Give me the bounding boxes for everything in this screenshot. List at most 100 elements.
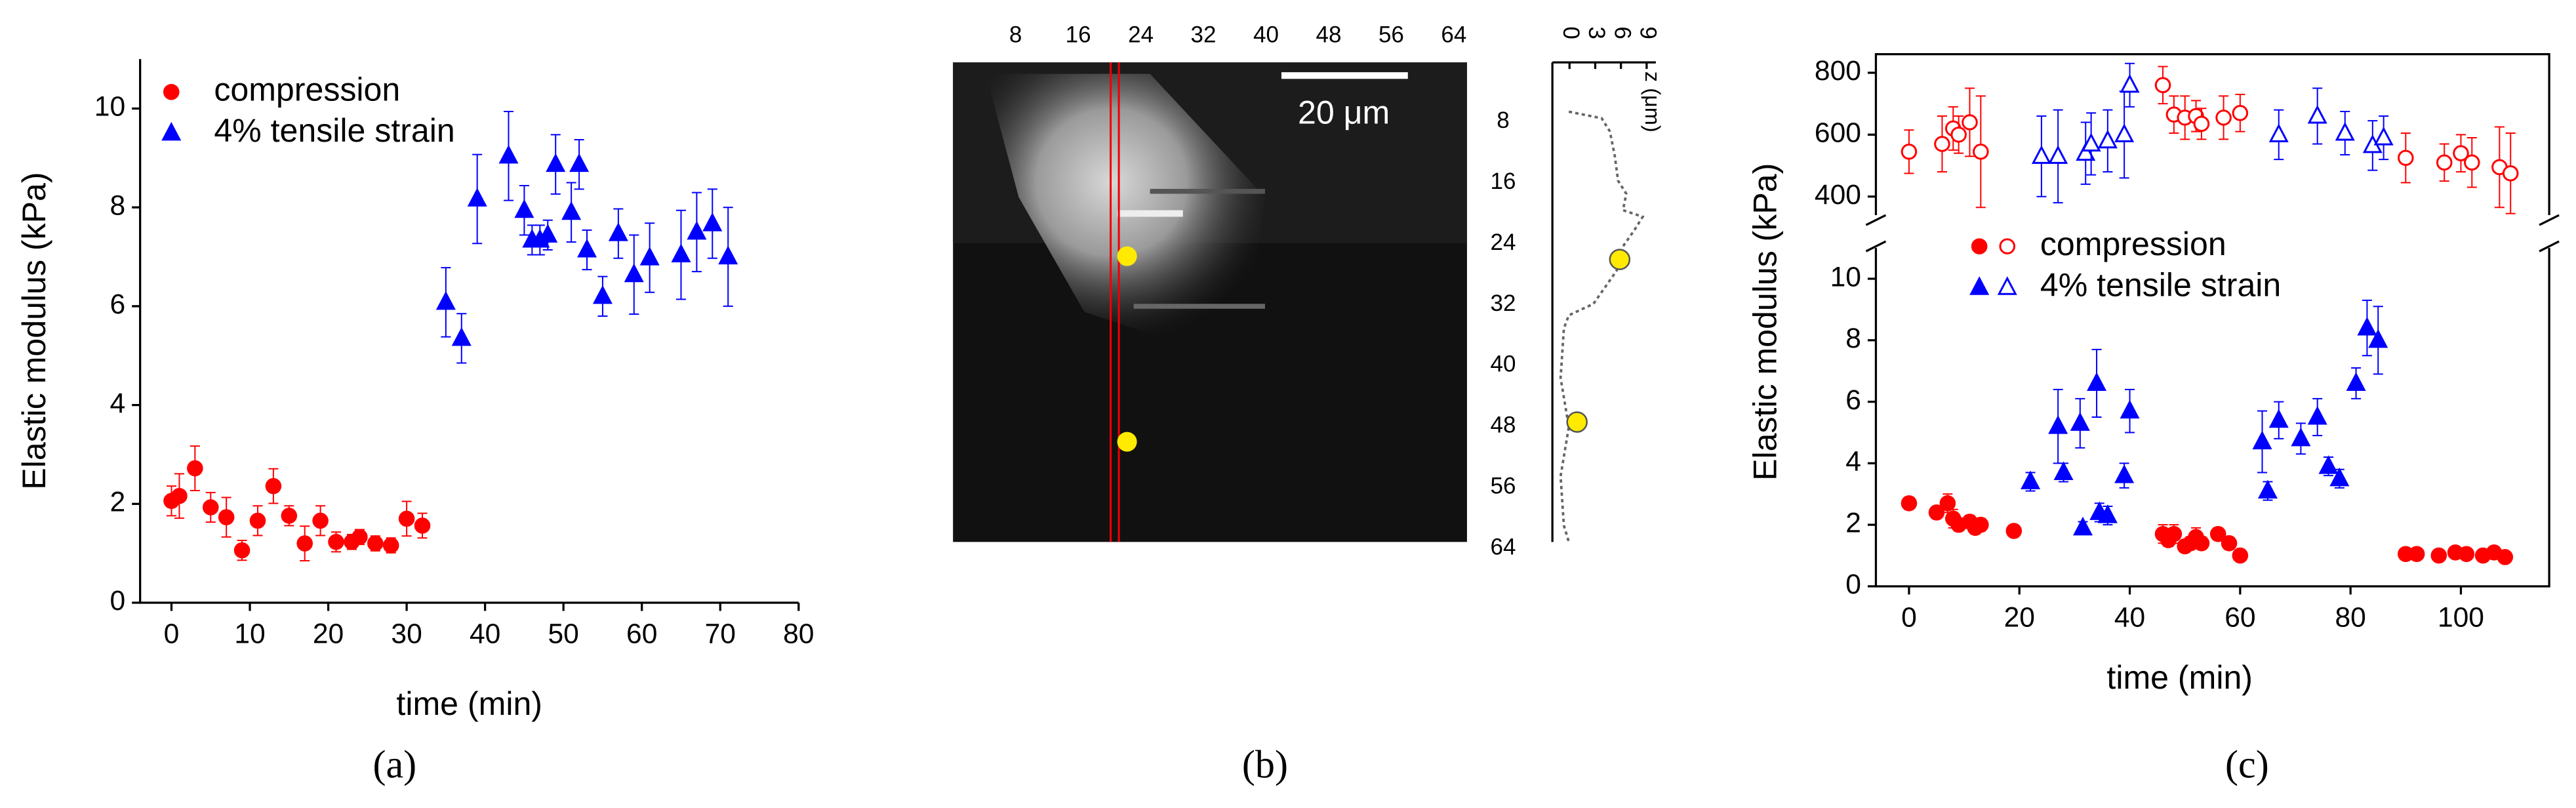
point bbox=[2436, 154, 2453, 171]
legend-label: compression bbox=[214, 71, 400, 108]
point bbox=[367, 535, 384, 552]
point bbox=[2398, 150, 2414, 166]
point bbox=[2087, 372, 2107, 391]
y-tick-label: 2 bbox=[1845, 507, 1861, 538]
point bbox=[624, 263, 644, 283]
x-tick-label: 20 bbox=[2004, 601, 2035, 633]
image-streak bbox=[1117, 210, 1183, 217]
x-tick-label: 56 bbox=[1379, 22, 1404, 47]
point bbox=[2154, 77, 2171, 94]
y-axis-label: Elastic modulus (kPa) bbox=[16, 172, 52, 489]
legend-marker bbox=[163, 83, 180, 100]
point bbox=[592, 285, 613, 304]
caption: (b) bbox=[1242, 742, 1288, 786]
point bbox=[382, 537, 399, 554]
y-tick-label: 10 bbox=[1830, 261, 1861, 293]
point bbox=[398, 510, 415, 527]
y-tick-label: 40 bbox=[1491, 352, 1516, 377]
caption: (c) bbox=[2225, 742, 2269, 786]
x-tick-label: 80 bbox=[2335, 601, 2366, 633]
point bbox=[2193, 535, 2210, 552]
point bbox=[2120, 399, 2140, 419]
point bbox=[435, 291, 456, 310]
point bbox=[2430, 547, 2447, 564]
point bbox=[328, 534, 344, 550]
y-tick-label: 400 bbox=[1815, 179, 1861, 211]
axis-break bbox=[1865, 214, 2560, 253]
y-tick-label: 56 bbox=[1491, 474, 1516, 499]
marker-dot bbox=[1609, 249, 1631, 270]
point bbox=[2021, 470, 2041, 490]
x-axis-label: time (min) bbox=[2106, 659, 2253, 696]
y-tick-label: 8 bbox=[1497, 108, 1510, 133]
point bbox=[312, 512, 329, 529]
z-tick-label: 9 bbox=[1636, 26, 1661, 39]
x-tick-label: 70 bbox=[705, 618, 736, 649]
x-tick-label: 40 bbox=[470, 618, 500, 649]
y-tick-label: 48 bbox=[1491, 413, 1516, 438]
legend-label: 4% tensile strain bbox=[2040, 266, 2281, 303]
point bbox=[702, 212, 723, 232]
point bbox=[2453, 145, 2469, 161]
y-tick-label: 4 bbox=[110, 388, 125, 419]
point bbox=[1962, 114, 1978, 131]
y-tick-label: 8 bbox=[110, 190, 125, 221]
point bbox=[265, 477, 282, 495]
point bbox=[1950, 127, 1967, 143]
y-axis-label: Elastic modulus (kPa) bbox=[1746, 163, 1783, 481]
legend-marker bbox=[1969, 276, 1990, 295]
point bbox=[2257, 479, 2278, 499]
y-tick-label: 32 bbox=[1491, 291, 1516, 316]
image-streak bbox=[1133, 304, 1265, 309]
point bbox=[2268, 123, 2289, 142]
caption: (a) bbox=[372, 742, 416, 786]
point bbox=[1973, 144, 1989, 160]
point bbox=[2357, 317, 2377, 336]
x-tick-label: 100 bbox=[2438, 601, 2484, 633]
y-tick-label: 600 bbox=[1815, 117, 1861, 149]
image-streak bbox=[1150, 188, 1265, 194]
x-tick-label: 10 bbox=[234, 618, 265, 649]
point bbox=[451, 327, 472, 346]
axis-frame bbox=[1874, 53, 2550, 588]
point bbox=[414, 517, 431, 534]
point bbox=[561, 201, 582, 220]
point bbox=[171, 487, 188, 504]
point bbox=[2502, 165, 2519, 182]
y-tick-label: 0 bbox=[1845, 569, 1861, 600]
z-tick-label: 3 bbox=[1584, 26, 1609, 39]
point bbox=[2318, 455, 2339, 474]
point bbox=[2114, 464, 2135, 483]
marker-dot bbox=[1117, 432, 1137, 452]
point bbox=[2005, 523, 2023, 539]
x-tick-label: 0 bbox=[164, 618, 180, 649]
point bbox=[281, 508, 298, 524]
point bbox=[2031, 145, 2051, 164]
legend-marker bbox=[1999, 238, 2016, 254]
point bbox=[671, 243, 691, 263]
y-tick-label: 0 bbox=[110, 585, 125, 616]
point bbox=[546, 153, 566, 172]
point bbox=[1901, 495, 1918, 512]
y-tick-label: 10 bbox=[94, 91, 125, 123]
point bbox=[718, 245, 738, 265]
point bbox=[2048, 145, 2068, 164]
point bbox=[1939, 495, 1956, 512]
point bbox=[2120, 73, 2140, 93]
legend-marker bbox=[161, 121, 182, 141]
point bbox=[2081, 132, 2101, 152]
legend-label: 4% tensile strain bbox=[214, 112, 454, 149]
y-tick-label: 4 bbox=[1845, 446, 1861, 477]
y-tick-label: 16 bbox=[1491, 169, 1516, 194]
x-tick-label: 24 bbox=[1128, 22, 1154, 47]
image-panel bbox=[953, 61, 1656, 542]
point bbox=[2408, 546, 2425, 562]
x-tick-label: 60 bbox=[626, 618, 657, 649]
x-tick-label: 16 bbox=[1066, 22, 1091, 47]
point bbox=[2307, 105, 2327, 124]
point bbox=[2329, 467, 2350, 487]
point bbox=[218, 509, 235, 525]
point bbox=[467, 188, 487, 207]
x-tick-label: 64 bbox=[1441, 22, 1466, 47]
